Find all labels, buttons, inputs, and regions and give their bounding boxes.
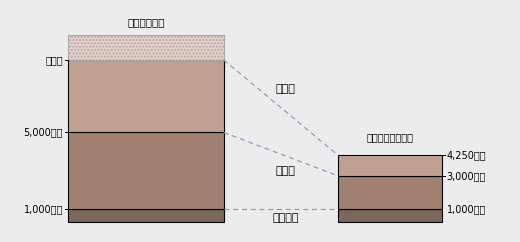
Text: 1,000億円: 1,000億円 xyxy=(23,204,63,214)
Bar xyxy=(68,132,224,209)
Bar xyxy=(338,209,441,222)
Text: 4,250億円: 4,250億円 xyxy=(447,150,486,160)
Text: ５０％: ５０％ xyxy=(276,166,296,176)
Text: 1,000億円: 1,000億円 xyxy=(447,204,486,214)
Text: 5,000億円: 5,000億円 xyxy=(23,128,63,137)
Text: 資本金等の額: 資本金等の額 xyxy=(127,17,165,27)
Bar xyxy=(68,35,224,60)
Bar xyxy=(68,60,224,132)
Bar xyxy=(338,155,441,176)
Text: 圧縮後の課税標準: 圧縮後の課税標準 xyxy=(366,133,413,143)
Text: １兆円: １兆円 xyxy=(45,55,63,65)
Bar xyxy=(338,176,441,209)
Bar xyxy=(68,209,224,222)
Text: ２５％: ２５％ xyxy=(276,83,296,94)
Text: 3,000億円: 3,000億円 xyxy=(447,171,486,181)
Text: １００％: １００％ xyxy=(272,213,299,223)
